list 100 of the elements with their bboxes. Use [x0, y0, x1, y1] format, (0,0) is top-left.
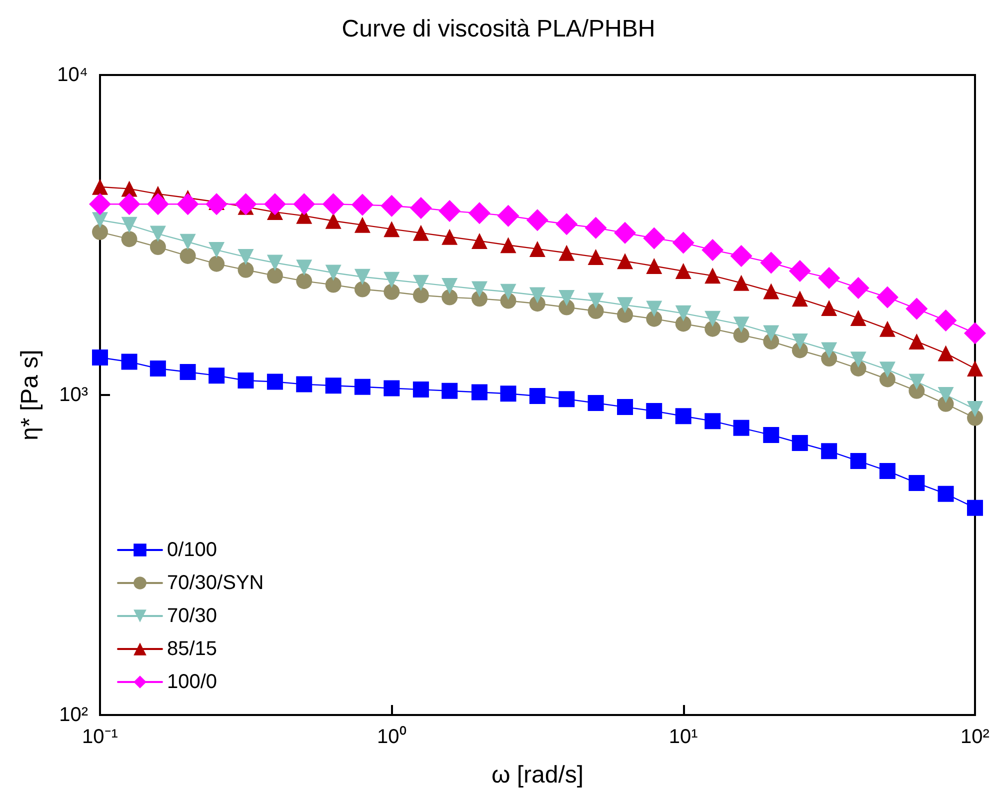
point: [180, 248, 196, 264]
point: [325, 212, 342, 229]
point: [384, 272, 400, 288]
point: [92, 212, 108, 228]
point: [704, 310, 721, 327]
point: [850, 452, 866, 469]
point: [121, 216, 138, 233]
point: [471, 232, 488, 249]
point: [234, 193, 257, 216]
point: [206, 193, 228, 216]
point: [760, 252, 782, 274]
point: [442, 289, 458, 306]
point: [643, 227, 666, 250]
point: [850, 352, 866, 368]
point: [967, 500, 983, 516]
point: [296, 260, 312, 276]
point: [879, 320, 896, 337]
point: [558, 244, 575, 261]
point: [325, 264, 342, 281]
x-tick-label: 10⁰: [377, 725, 406, 748]
point: [471, 384, 488, 400]
point: [208, 256, 225, 272]
point: [442, 228, 458, 245]
point: [821, 300, 838, 316]
y-tick-label: 10⁴: [57, 64, 88, 86]
point: [354, 216, 370, 233]
point: [934, 309, 957, 332]
legend-label: 70/30: [167, 605, 218, 627]
point: [847, 276, 870, 299]
point: [617, 297, 634, 314]
point: [763, 283, 780, 300]
point: [733, 316, 750, 333]
point: [150, 239, 166, 256]
point: [354, 268, 370, 285]
point: [672, 232, 694, 254]
point: [763, 426, 780, 443]
point: [879, 462, 896, 479]
point: [876, 286, 898, 308]
point: [556, 213, 578, 236]
point: [150, 360, 166, 377]
legend-label: 100/0: [167, 671, 218, 693]
point: [384, 221, 400, 238]
point: [380, 194, 403, 217]
point: [412, 274, 429, 291]
point: [967, 401, 983, 418]
point: [730, 244, 752, 267]
point: [588, 303, 604, 320]
point: [704, 320, 721, 337]
point: [967, 360, 983, 377]
point: [908, 374, 925, 390]
point: [438, 200, 461, 222]
point: [763, 325, 780, 342]
point: [617, 253, 634, 270]
point: [176, 193, 199, 216]
point: [938, 387, 954, 403]
point: [92, 178, 108, 195]
point: [938, 486, 954, 502]
point: [908, 333, 925, 350]
legend-label: 0/100: [167, 539, 218, 561]
point: [264, 193, 286, 216]
point: [646, 258, 662, 274]
legend-label: 85/15: [167, 638, 218, 660]
point: [558, 290, 575, 306]
point: [208, 368, 225, 384]
point: [180, 234, 196, 250]
point: [704, 268, 721, 284]
point: [354, 378, 370, 395]
point: [412, 382, 429, 398]
point: [879, 362, 896, 378]
point: [412, 287, 429, 304]
point: [325, 276, 342, 293]
point: [733, 420, 750, 436]
point: [584, 216, 607, 239]
point: [704, 413, 721, 430]
y-tick-label: 10³: [59, 384, 88, 406]
point: [792, 434, 808, 451]
point: [614, 222, 636, 244]
point: [529, 287, 546, 304]
point: [788, 260, 811, 282]
point: [821, 342, 838, 358]
point: [266, 268, 283, 284]
point: [266, 254, 283, 271]
point: [529, 240, 546, 257]
point: [410, 197, 432, 220]
x-tick-label: 10²: [960, 726, 990, 748]
point: [121, 231, 138, 248]
point: [146, 193, 169, 216]
point: [908, 474, 925, 491]
point: [325, 378, 342, 394]
point: [792, 290, 808, 307]
point: [121, 354, 138, 370]
point: [617, 399, 634, 416]
point: [588, 395, 604, 412]
point: [322, 193, 344, 216]
point: [529, 388, 546, 404]
point: [675, 305, 692, 322]
point: [238, 372, 254, 388]
point: [208, 242, 225, 258]
chart-title: Curve di viscosità PLA/PHBH: [342, 16, 656, 42]
point: [89, 193, 111, 216]
